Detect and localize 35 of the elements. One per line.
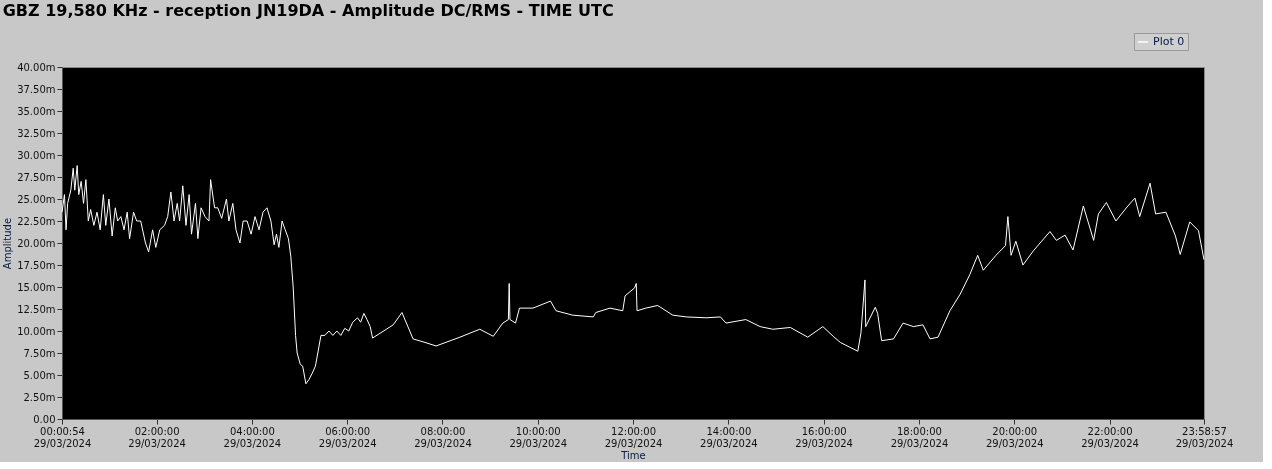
y-axis-title: Amplitude (2, 217, 14, 270)
y-tick-label: 37.50m (17, 83, 56, 95)
y-tick-label: 27.50m (17, 171, 56, 183)
x-tick-label: 08:00:00 29/03/2024 (414, 425, 472, 449)
x-tick-label: 22:00:00 29/03/2024 (1081, 425, 1139, 449)
legend-label: Plot 0 (1153, 35, 1185, 48)
y-tick-label: 2.50m (23, 391, 56, 403)
x-tick-label: 04:00:00 29/03/2024 (223, 425, 282, 449)
y-tick-label: 22.50m (17, 215, 56, 227)
x-tick-label: 00:00:54 29/03/2024 (33, 425, 92, 449)
y-tick-label: 10.00m (17, 325, 56, 337)
y-tick-label: 5.00m (23, 369, 56, 381)
y-tick-label: 12.50m (17, 303, 56, 315)
y-tick-label: 40.00m (17, 61, 56, 73)
y-tick-label: 32.50m (17, 127, 56, 139)
x-tick-label: 10:00:00 29/03/2024 (509, 425, 568, 449)
y-tick-label: 15.00m (17, 281, 56, 293)
y-tick-label: 17.50m (17, 259, 56, 271)
x-tick-label: 06:00:00 29/03/2024 (318, 425, 377, 449)
x-tick-label: 23:58:57 29/03/2024 (1175, 425, 1234, 449)
x-tick-label: 14:00:00 29/03/2024 (700, 425, 758, 449)
y-tick-label: 30.00m (17, 149, 56, 161)
x-tick-label: 02:00:00 29/03/2024 (128, 425, 186, 449)
y-tick-label: 25.00m (17, 193, 56, 205)
chart-title: GBZ 19,580 KHz - reception JN19DA - Amplitude DC/RMS - TIME UTC (2, 0, 614, 20)
x-tick-label: 20:00:00 29/03/2024 (985, 425, 1044, 449)
line-series (61, 165, 1205, 385)
x-axis-title: Time (620, 449, 646, 461)
y-tick-label: 35.00m (17, 105, 56, 117)
x-tick-label: 12:00:00 29/03/2024 (604, 425, 663, 449)
x-tick-label: 18:00:00 29/03/2024 (890, 425, 949, 449)
y-tick-label: 0.00 (33, 413, 56, 425)
x-tick-label: 16:00:00 29/03/2024 (795, 425, 853, 449)
y-tick-label: 20.00m (17, 237, 56, 249)
y-tick-label: 7.50m (23, 347, 56, 359)
